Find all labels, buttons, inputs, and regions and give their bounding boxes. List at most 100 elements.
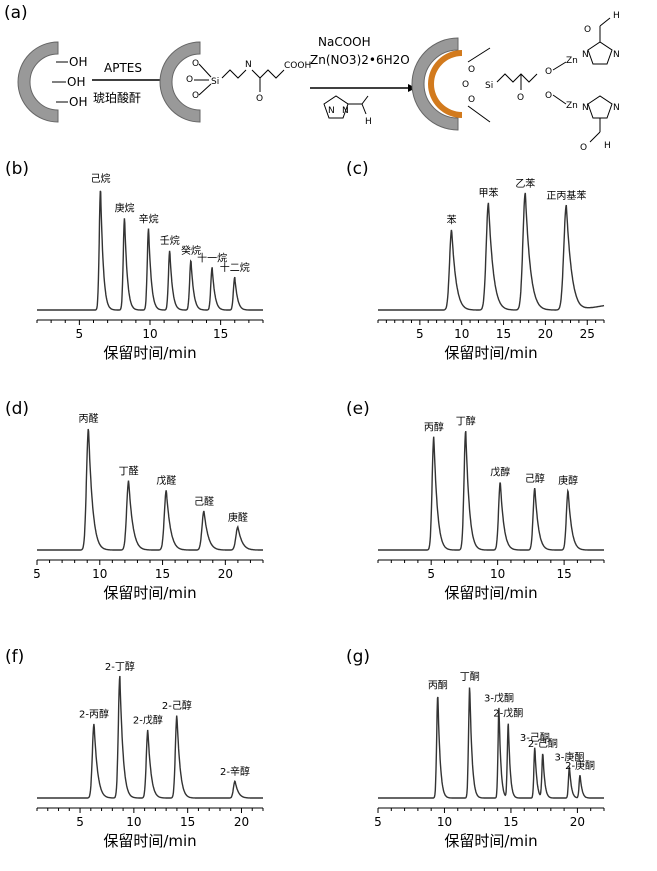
x-tick-label: 10 [490,567,505,581]
x-tick-label: 5 [33,567,41,581]
peak-label: 丁醇 [456,414,476,427]
x-tick-label: 15 [155,567,170,581]
peak-label: 2-己酮 [528,738,558,750]
o-label-1: O [192,59,199,69]
zn-label-2: Zn [566,101,578,111]
x-tick-label: 15 [213,327,228,341]
chromatogram-trace [378,687,604,799]
upper-imidazole-n-2: N [613,50,620,60]
x-tick-label: 15 [556,567,571,581]
product-o-label-carbonyl: O [517,93,524,103]
peak-label: 3-己酮 [520,732,550,744]
imidazole-n-label-1: N [328,106,335,116]
imidazole-n-label-2: N [342,106,349,116]
peak-label: 己醛 [194,495,214,508]
peak-label: 2-庚酮 [565,759,595,772]
chromatogram-trace [378,192,605,311]
peak-label: 丁酮 [460,671,480,683]
peak-label: 庚醛 [228,511,248,524]
oh-label-2: OH [67,75,85,89]
peak-label: 2-戊酮 [493,707,523,719]
product-o-label-2: O [462,80,469,90]
peak-label: 庚烷 [115,201,135,214]
panel-d-letter: (d) [5,399,29,419]
x-tick-label: 20 [538,327,553,341]
reaction-arrow-2: NaCOOH Zn(NO3)2•6H2O N N H [310,35,416,127]
peak-label: 丙醇 [424,421,444,434]
peak-label: 己醇 [525,472,545,485]
panel-e-letter: (e) [346,399,370,419]
panel-c-letter: (c) [346,159,369,179]
x-axis-label: 保留时间/min [103,584,196,602]
product-o-label-3: O [468,95,475,105]
panel-a: (a) OH OH OH APTES 琥珀酸酐 O O O Si [4,3,620,153]
product-o-label-4: O [545,67,552,77]
x-tick-label: 15 [180,815,195,829]
peak-label: 十一烷 [197,251,227,264]
product-si-label: Si [485,81,493,91]
panel-b-letter: (b) [5,159,29,179]
peak-label: 2-己醇 [162,699,192,712]
panel-f-letter: (f) [5,647,24,667]
x-tick-label: 5 [76,815,84,829]
x-tick-label: 10 [92,567,107,581]
lower-aldehyde-h: H [604,141,611,151]
x-tick-label: 10 [454,327,469,341]
x-tick-label: 20 [218,567,233,581]
oh-label-3: OH [69,95,87,109]
peak-label: 甲苯 [478,187,498,200]
o-label-2: O [186,75,193,85]
lower-imidazole-n-2: N [613,103,620,113]
peak-label: 乙苯 [515,177,535,190]
peak-label: 3-庚酮 [554,750,584,763]
x-tick-label: 5 [427,567,435,581]
chromatogram-trace [37,428,263,551]
peak-label: 2-辛醇 [220,765,250,778]
peak-label: 壬烷 [160,234,180,247]
x-tick-label: 5 [374,815,382,829]
o-label-carbonyl: O [256,94,263,104]
x-tick-label: 10 [142,327,157,341]
x-tick-label: 5 [76,327,84,341]
x-tick-label: 20 [234,815,249,829]
peak-label: 2-丙醇 [79,708,109,721]
n-label: N [245,60,252,70]
aldehyde-h-label: H [365,117,372,127]
peak-label: 戊醛 [156,474,176,487]
peak-label: 己烷 [91,172,111,185]
x-tick-label: 10 [437,815,452,829]
chromatogram-trace [37,675,263,799]
reagent-sodium-formate: NaCOOH [318,35,371,49]
peak-label: 2-丁醇 [105,660,135,673]
x-tick-label: 25 [580,327,595,341]
o-label-3: O [192,91,199,101]
x-axis-label: 保留时间/min [444,584,537,602]
x-axis-label: 保留时间/min [103,344,196,362]
reagent-aptes: APTES [104,61,142,75]
upper-aldehyde-o: O [584,25,591,35]
chromatogram-trace [37,190,263,311]
x-axis-label: 保留时间/min [444,344,537,362]
reagent-succinic-anhydride: 琥珀酸酐 [93,90,141,105]
reagent-zinc-nitrate: Zn(NO3)2•6H2O [310,53,410,67]
x-tick-label: 5 [416,327,424,341]
peak-label: 十二烷 [220,261,250,274]
panel-g-letter: (g) [346,647,370,667]
x-tick-label: 15 [496,327,511,341]
zn-label-1: Zn [566,56,578,66]
peak-label: 丙醛 [78,412,98,425]
si-label: Si [211,77,219,87]
peak-label: 正丙基苯 [546,189,586,202]
product-o-label-5: O [545,91,552,101]
upper-aldehyde-h: H [613,11,620,21]
substrate-oh: OH OH OH [17,41,87,123]
peak-label: 苯 [447,213,457,226]
x-tick-label: 10 [126,815,141,829]
peak-label: 癸烷 [181,244,201,257]
